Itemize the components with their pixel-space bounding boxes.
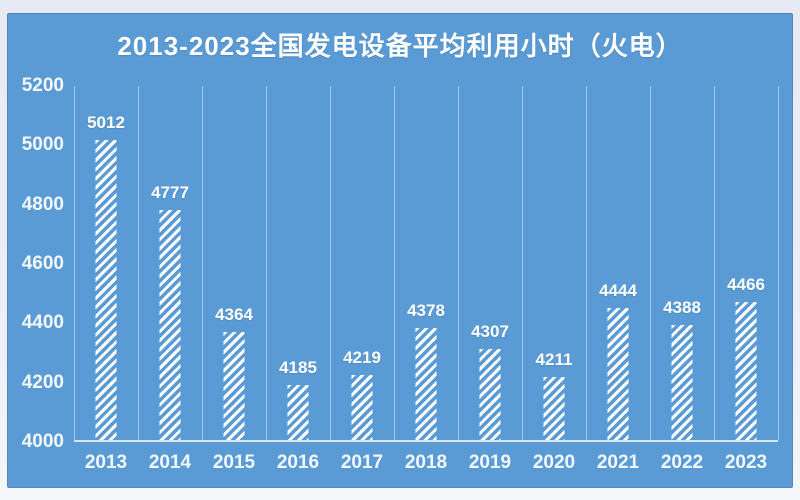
x-axis-tick-label: 2016 — [276, 452, 320, 473]
bar — [159, 209, 181, 440]
x-axis-tick-label: 2015 — [212, 452, 256, 473]
bar — [223, 332, 245, 440]
bar — [287, 385, 309, 440]
bar-value-label: 4364 — [215, 305, 253, 324]
x-axis-tick-label: 2019 — [468, 452, 512, 473]
bar-column: 4388 — [650, 86, 714, 440]
bar — [671, 324, 693, 440]
bar-columns: 5012 4777 4364 4185 4219 4378 4307 4211 4444 4388… — [74, 86, 778, 440]
x-axis-tick-label: 2017 — [340, 452, 384, 473]
bar-column: 5012 — [74, 86, 138, 440]
y-axis-tick-label: 4200 — [21, 371, 64, 393]
bar-column: 4364 — [202, 86, 266, 440]
chart-title: 2013-2023全国发电设备平均利用小时（火电） — [117, 31, 683, 61]
gridline — [394, 86, 395, 440]
gridline — [586, 86, 587, 440]
bar-column: 4444 — [586, 86, 650, 440]
bar-value-label: 4466 — [727, 274, 765, 294]
y-axis-tick-label: 4400 — [21, 312, 64, 334]
y-axis-tick-label: 4600 — [21, 253, 64, 274]
bar-column: 4466 — [714, 86, 778, 440]
x-axis-tick-label: 2022 — [660, 452, 704, 473]
bar-value-label: 4388 — [663, 297, 701, 317]
y-axis-tick-label: 4800 — [21, 193, 64, 215]
x-axis-tick-label: 2023 — [724, 452, 768, 473]
gridline — [330, 86, 331, 440]
bar — [479, 348, 501, 440]
y-axis: 5200 5000 4800 4600 4400 4200 4000 — [8, 14, 64, 489]
bar-value-label: 4219 — [343, 348, 381, 367]
bar-value-label: 4777 — [151, 182, 189, 202]
gridline — [74, 86, 75, 440]
bar — [607, 308, 629, 440]
chart-panel: 2013-2023全国发电设备平均利用小时（火电） 5200 5000 4800 46… — [7, 13, 793, 488]
bar-value-label: 4185 — [279, 358, 317, 378]
bar — [95, 139, 117, 440]
x-axis-tick-label: 2021 — [596, 452, 640, 473]
x-axis: 2013 2014 2015 2016 2017 2018 2019 2020 2021 2022… — [74, 452, 778, 478]
bar-value-label: 4444 — [599, 281, 637, 301]
bar-column: 4211 — [522, 86, 586, 440]
bar-value-label: 4378 — [407, 300, 445, 320]
plot-area: 5012 4777 4364 4185 4219 4378 4307 4211 4444 4388… — [74, 86, 779, 442]
x-axis-tick-label: 2014 — [148, 452, 192, 473]
gridline — [522, 86, 523, 440]
gridline — [202, 86, 203, 440]
bar — [735, 301, 757, 440]
y-axis-tick-label: 4000 — [21, 431, 64, 452]
x-axis-tick-label: 2020 — [532, 452, 576, 473]
gridline — [650, 86, 651, 440]
x-axis-tick-label: 2013 — [84, 452, 128, 473]
gridline — [714, 86, 715, 440]
gridline — [266, 86, 267, 440]
bar — [415, 327, 437, 440]
gridline — [138, 86, 139, 440]
y-axis-tick-label: 5200 — [21, 75, 64, 96]
bar-column: 4378 — [394, 86, 458, 440]
bar-column: 4777 — [138, 86, 202, 440]
bar-value-label: 4307 — [471, 321, 509, 341]
x-axis-tick-label: 2018 — [404, 452, 448, 473]
gridline — [778, 86, 779, 440]
bar-value-label: 5012 — [87, 112, 125, 132]
bar-column: 4307 — [458, 86, 522, 440]
bar — [351, 375, 373, 440]
bar — [543, 377, 565, 440]
bar-column: 4219 — [330, 86, 394, 440]
bar-value-label: 4211 — [535, 350, 573, 370]
gridline — [458, 86, 459, 440]
y-axis-tick-label: 5000 — [21, 134, 64, 156]
bar-column: 4185 — [266, 86, 330, 440]
